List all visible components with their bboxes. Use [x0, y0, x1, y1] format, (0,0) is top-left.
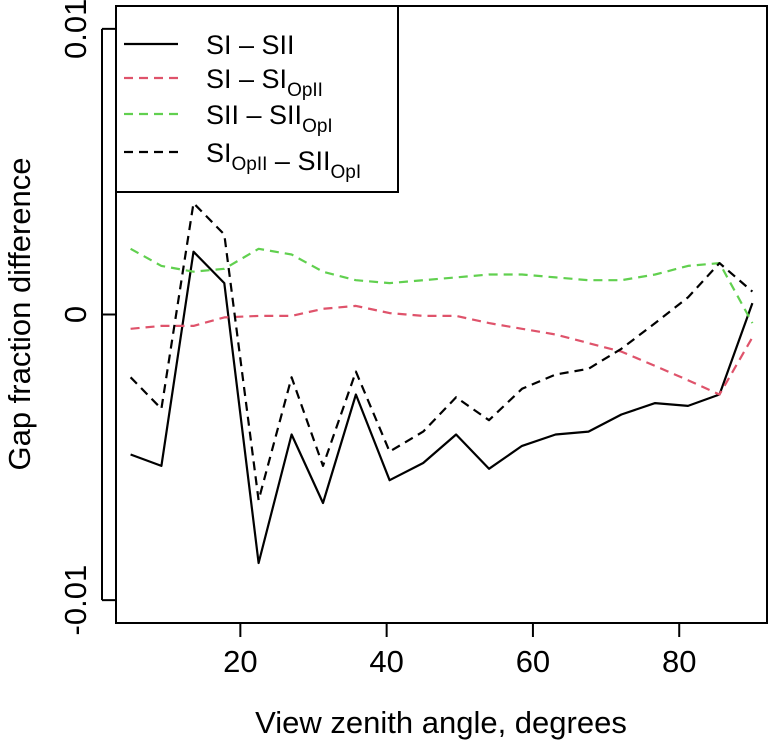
series-line-3 — [130, 247, 754, 324]
legend-label-subscript: OpI — [302, 116, 333, 137]
legend-label-part: – — [239, 100, 269, 130]
legend-label-3: SII – SIIOpI — [206, 100, 333, 137]
y-tick-label: 0 — [58, 306, 93, 323]
legend-label-subscript: OpII — [287, 80, 323, 101]
legend-box — [115, 5, 399, 193]
y-tick-label: 0.01 — [58, 0, 93, 59]
legend-label-part: – — [232, 30, 262, 60]
legend-label-part: SII — [206, 100, 239, 130]
x-axis-title: View zenith angle, degrees — [255, 705, 627, 740]
legend-label-part: SI — [206, 30, 232, 60]
legend-label-part: SI — [206, 64, 232, 94]
series-line-2 — [130, 304, 754, 396]
x-tick-label: 20 — [223, 644, 257, 679]
legend-label-subscript: OpI — [330, 162, 361, 183]
y-tick-label: -0.01 — [58, 565, 93, 636]
series-line-4 — [129, 202, 754, 502]
x-tick-label: 40 — [369, 644, 403, 679]
x-axis: 20 40 60 80 — [223, 623, 696, 679]
x-tick-label: 60 — [516, 644, 550, 679]
legend-label-2: SI – SIOpII — [206, 64, 323, 101]
series-layer — [129, 202, 754, 565]
legend-label-part: SII — [297, 146, 330, 176]
legend-label-part: SII — [269, 100, 302, 130]
legend-label-1: SI – SII — [206, 30, 295, 60]
x-tick-label: 80 — [662, 644, 696, 679]
legend-label-4: SIOpII – SIIOpI — [206, 138, 361, 183]
legend-label-part: – — [232, 64, 262, 94]
legend-label-part: SI — [262, 64, 288, 94]
legend-label-subscript: OpII — [232, 154, 268, 175]
series-line-1 — [130, 250, 754, 565]
legend-label-part: SII — [262, 30, 295, 60]
legend-label-part: – — [267, 146, 297, 176]
legend-label-part: SI — [206, 138, 232, 168]
y-axis-title: Gap fraction difference — [2, 157, 37, 470]
y-axis: -0.01 0 0.01 — [58, 0, 116, 635]
